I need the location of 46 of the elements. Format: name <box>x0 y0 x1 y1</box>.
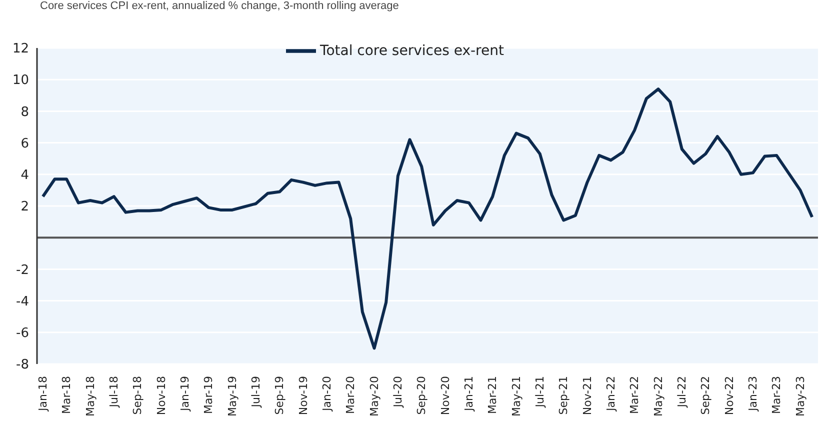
x-tick-label: Nov-18 <box>154 376 168 416</box>
x-tick-label: Mar-19 <box>202 376 216 414</box>
y-tick-label: 2 <box>20 200 29 215</box>
x-tick-label: Sep-20 <box>415 376 428 415</box>
x-tick-label: Sep-19 <box>273 376 286 415</box>
y-tick-label: -6 <box>16 326 29 342</box>
chart-title: Core services CPI ex-rent, annualized % change, 3-month rolling average <box>40 0 399 12</box>
x-tick-label: Mar-21 <box>486 376 500 414</box>
x-tick-label: Jul-21 <box>533 376 546 408</box>
x-tick-label: Jul-22 <box>675 376 688 408</box>
x-tick-label: May-23 <box>794 376 807 417</box>
x-tick-label: Jan-19 <box>178 376 192 412</box>
line-series <box>41 88 814 350</box>
x-tick-label: Jul-20 <box>391 376 404 408</box>
x-tick-label: Mar-23 <box>770 376 784 414</box>
x-tick-label: May-19 <box>226 376 239 417</box>
y-tick-label: 8 <box>20 104 29 120</box>
x-tick-label: Mar-20 <box>344 376 358 414</box>
y-tick-label: 12 <box>12 42 29 57</box>
x-tick-label: May-21 <box>510 376 523 417</box>
y-tick-label: -2 <box>16 262 29 278</box>
y-tick-label: -4 <box>16 294 29 310</box>
x-tick-label: Sep-22 <box>699 376 712 415</box>
x-tick-label: May-22 <box>652 376 665 417</box>
x-tick-label: May-20 <box>368 376 381 417</box>
y-tick-label: 10 <box>12 73 29 88</box>
x-tick-label: Jul-19 <box>249 376 262 408</box>
x-tick-label: Jan-22 <box>604 376 618 412</box>
y-tick-label: -8 <box>16 358 29 373</box>
x-tick-label: Jan-18 <box>36 376 50 412</box>
x-tick-label: Nov-19 <box>296 376 310 416</box>
x-tick-label: Jan-23 <box>746 376 760 412</box>
x-tick-label: Jan-20 <box>320 376 334 412</box>
x-tick-label: Mar-18 <box>60 376 74 414</box>
x-tick-label: Sep-18 <box>131 376 144 415</box>
legend-label: Total core services ex-rent <box>320 42 504 59</box>
y-tick-label: 6 <box>20 136 29 152</box>
x-tick-label: Sep-21 <box>557 376 570 415</box>
x-tick-label: May-18 <box>84 376 97 417</box>
y-tick-label: 4 <box>20 168 29 184</box>
x-tick-label: Jul-18 <box>107 376 120 408</box>
x-tick-label: Nov-20 <box>438 376 452 416</box>
x-tick-label: Jan-21 <box>462 376 476 412</box>
x-tick-label: Nov-22 <box>722 376 736 416</box>
x-tick-label: Nov-21 <box>580 376 594 416</box>
x-tick-label: Mar-22 <box>628 376 642 414</box>
